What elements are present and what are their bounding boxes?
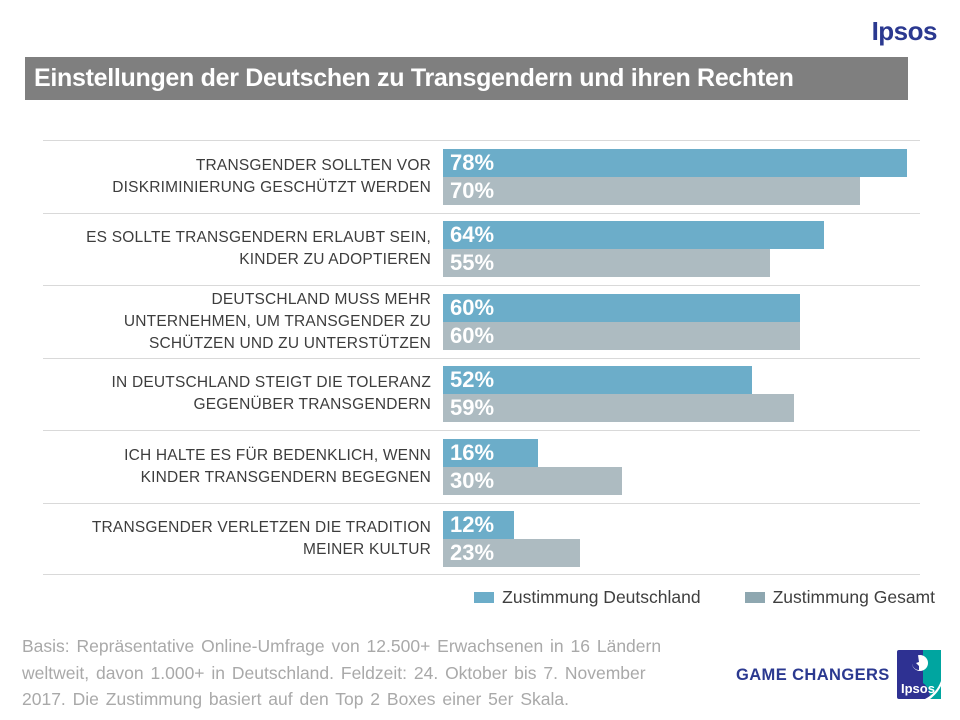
chart-row: IN DEUTSCHLAND STEIGT DIE TOLERANZ GEGEN… — [43, 357, 920, 431]
chart-row: TRANSGENDER SOLLTEN VOR DISKRIMINIERUNG … — [43, 140, 920, 213]
category-label: ICH HALTE ES FÜR BEDENKLICH, WENN KINDER… — [124, 446, 431, 486]
bar-group: 52% 59% — [443, 366, 920, 423]
ipsos-logo-text: Ipsos — [901, 681, 935, 696]
source-note-line: Basis: Repräsentative Online-Umfrage von… — [22, 636, 662, 656]
bar-chart: TRANSGENDER SOLLTEN VOR DISKRIMINIERUNG … — [43, 140, 920, 575]
bar-value-label: 78% — [450, 149, 495, 175]
bar-value-label: 55% — [450, 250, 495, 276]
bar-value-label: 52% — [450, 367, 495, 393]
bar-group: 16% 30% — [443, 438, 920, 495]
ipsos-wordmark: Ipsos — [871, 16, 938, 46]
bar-gesamt: 60% — [443, 321, 800, 350]
bar-value-label: 70% — [450, 177, 495, 203]
legend-swatch-deutschland-icon — [474, 592, 495, 603]
source-note: Basis: Repräsentative Online-Umfrage von… — [22, 633, 661, 713]
bar-value-label: 60% — [450, 322, 495, 348]
source-note-line: weltweit, davon 1.000+ in Deutschland. F… — [22, 662, 646, 683]
category-label: TRANSGENDER SOLLTEN VOR DISKRIMINIERUNG … — [112, 156, 431, 196]
bar-gesamt: 30% — [443, 466, 622, 495]
category-label: DEUTSCHLAND MUSS MEHR UNTERNEHMEN, UM TR… — [123, 290, 431, 352]
legend-label: Zustimmung Gesamt — [772, 587, 935, 607]
bar-value-label: 16% — [450, 439, 495, 465]
bar-group: 60% 60% — [443, 293, 920, 350]
bar-deutschland: 12% — [443, 510, 514, 539]
bar-value-label: 23% — [450, 539, 495, 565]
bar-group: 78% 70% — [443, 148, 920, 205]
legend-item-deutschland: Zustimmung Deutschland — [474, 587, 701, 608]
ipsos-logo-icon: Ipsos — [897, 650, 941, 699]
game-changers-tagline: GAME CHANGERS — [736, 666, 890, 684]
bar-gesamt: 55% — [443, 249, 770, 278]
chart-row: ICH HALTE ES FÜR BEDENKLICH, WENN KINDER… — [43, 430, 920, 503]
title-bar: Einstellungen der Deutschen zu Transgend… — [25, 57, 908, 100]
bar-gesamt: 70% — [443, 176, 860, 205]
bar-deutschland: 78% — [443, 148, 907, 177]
bar-deutschland: 60% — [443, 293, 800, 322]
bar-value-label: 60% — [450, 294, 495, 320]
category-label: ES SOLLTE TRANSGENDERN ERLAUBT SEIN, KIN… — [86, 229, 431, 269]
bar-value-label: 64% — [450, 222, 495, 248]
page-title: Einstellungen der Deutschen zu Transgend… — [34, 64, 794, 92]
category-label: TRANSGENDER VERLETZEN DIE TRADITION MEIN… — [91, 518, 431, 558]
category-label: IN DEUTSCHLAND STEIGT DIE TOLERANZ GEGEN… — [111, 374, 431, 414]
bar-deutschland: 52% — [443, 366, 752, 395]
bar-gesamt: 23% — [443, 538, 580, 567]
chart-legend: Zustimmung Deutschland Zustimmung Gesamt — [474, 587, 935, 608]
bar-group: 64% 55% — [443, 221, 920, 278]
bar-gesamt: 59% — [443, 394, 794, 423]
legend-item-gesamt: Zustimmung Gesamt — [744, 587, 935, 608]
legend-label: Zustimmung Deutschland — [502, 587, 701, 607]
chart-row: TRANSGENDER VERLETZEN DIE TRADITION MEIN… — [43, 502, 920, 575]
bar-value-label: 30% — [450, 467, 495, 493]
chart-row: ES SOLLTE TRANSGENDERN ERLAUBT SEIN, KIN… — [43, 212, 920, 286]
bar-group: 12% 23% — [443, 510, 920, 567]
bar-value-label: 59% — [450, 395, 495, 421]
bar-value-label: 12% — [450, 511, 495, 537]
chart-row: DEUTSCHLAND MUSS MEHR UNTERNEHMEN, UM TR… — [43, 285, 920, 358]
source-note-line: 2017. Die Zustimmung basiert auf den Top… — [22, 689, 569, 709]
bar-deutschland: 16% — [443, 438, 538, 467]
legend-swatch-gesamt-icon — [744, 592, 765, 603]
bar-deutschland: 64% — [443, 221, 824, 250]
